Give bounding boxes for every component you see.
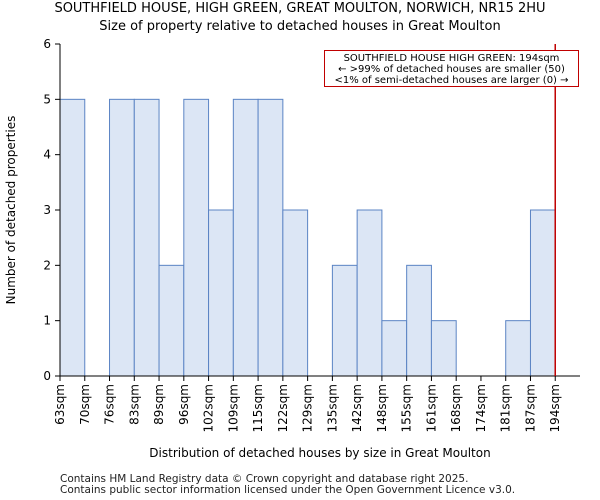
x-tick-label: 83sqm	[127, 384, 141, 425]
bar-109sqm	[232, 98, 259, 377]
bar-187sqm	[529, 209, 556, 377]
bar-181sqm	[505, 320, 531, 377]
x-tick-label: 155sqm	[400, 384, 414, 432]
bar-83sqm	[133, 98, 160, 377]
y-tick-label: 3	[43, 203, 51, 217]
x-tick-label: 129sqm	[301, 384, 315, 432]
x-tick-label: 76sqm	[103, 384, 117, 425]
bar-142sqm	[356, 209, 383, 377]
x-tick-label: 161sqm	[424, 384, 438, 432]
y-tick-label: 1	[43, 314, 51, 328]
x-tick-label: 63sqm	[53, 384, 67, 425]
bar-96sqm	[183, 98, 210, 377]
bar-148sqm	[381, 320, 408, 377]
annotation-line-3: <1% of semi-detached houses are larger (…	[334, 75, 569, 86]
y-axis-label: Number of detached properties	[4, 116, 18, 305]
x-tick-label: 187sqm	[523, 384, 537, 432]
annotation-line-1: SOUTHFIELD HOUSE HIGH GREEN: 194sqm	[343, 53, 560, 64]
x-tick-label: 70sqm	[78, 384, 92, 425]
chart-title: SOUTHFIELD HOUSE, HIGH GREEN, GREAT MOUL…	[54, 1, 546, 16]
bar-122sqm	[282, 209, 309, 377]
y-tick-label: 6	[43, 37, 51, 51]
footer-licence: Contains public sector information licen…	[60, 484, 516, 496]
y-tick-label: 4	[43, 148, 51, 162]
footer-copyright: Contains HM Land Registry data © Crown c…	[60, 473, 469, 485]
bar-161sqm	[430, 320, 457, 377]
x-tick-label: 174sqm	[474, 384, 488, 432]
x-axis-label: Distribution of detached houses by size …	[149, 446, 490, 460]
bar-102sqm	[208, 209, 234, 377]
x-tick-label: 96sqm	[177, 384, 191, 425]
bar-135sqm	[331, 264, 358, 377]
x-tick-label: 122sqm	[276, 384, 290, 432]
x-tick-label: 194sqm	[548, 384, 562, 432]
x-tick-label: 135sqm	[325, 384, 339, 432]
x-tick-label: 115sqm	[251, 384, 265, 432]
annotation-box: SOUTHFIELD HOUSE HIGH GREEN: 194sqm ← >9…	[324, 50, 579, 87]
bar-115sqm	[257, 98, 284, 377]
x-tick-label: 181sqm	[499, 384, 513, 432]
bar-89sqm	[158, 264, 185, 377]
bar-155sqm	[406, 264, 432, 377]
x-tick-label: 168sqm	[449, 384, 463, 432]
bar-63sqm	[59, 98, 86, 377]
x-tick-label: 89sqm	[152, 384, 166, 425]
x-tick-label: 109sqm	[226, 384, 240, 432]
x-tick-label: 148sqm	[375, 384, 389, 432]
y-tick-label: 5	[43, 92, 51, 106]
x-tick-label: 142sqm	[350, 384, 364, 432]
y-tick-label: 2	[43, 258, 51, 272]
chart-subtitle: Size of property relative to detached ho…	[99, 19, 501, 34]
x-tick-label: 102sqm	[202, 384, 216, 432]
annotation-line-2: ← >99% of detached houses are smaller (5…	[338, 64, 565, 75]
bar-76sqm	[109, 98, 135, 377]
y-tick-label: 0	[43, 369, 51, 383]
